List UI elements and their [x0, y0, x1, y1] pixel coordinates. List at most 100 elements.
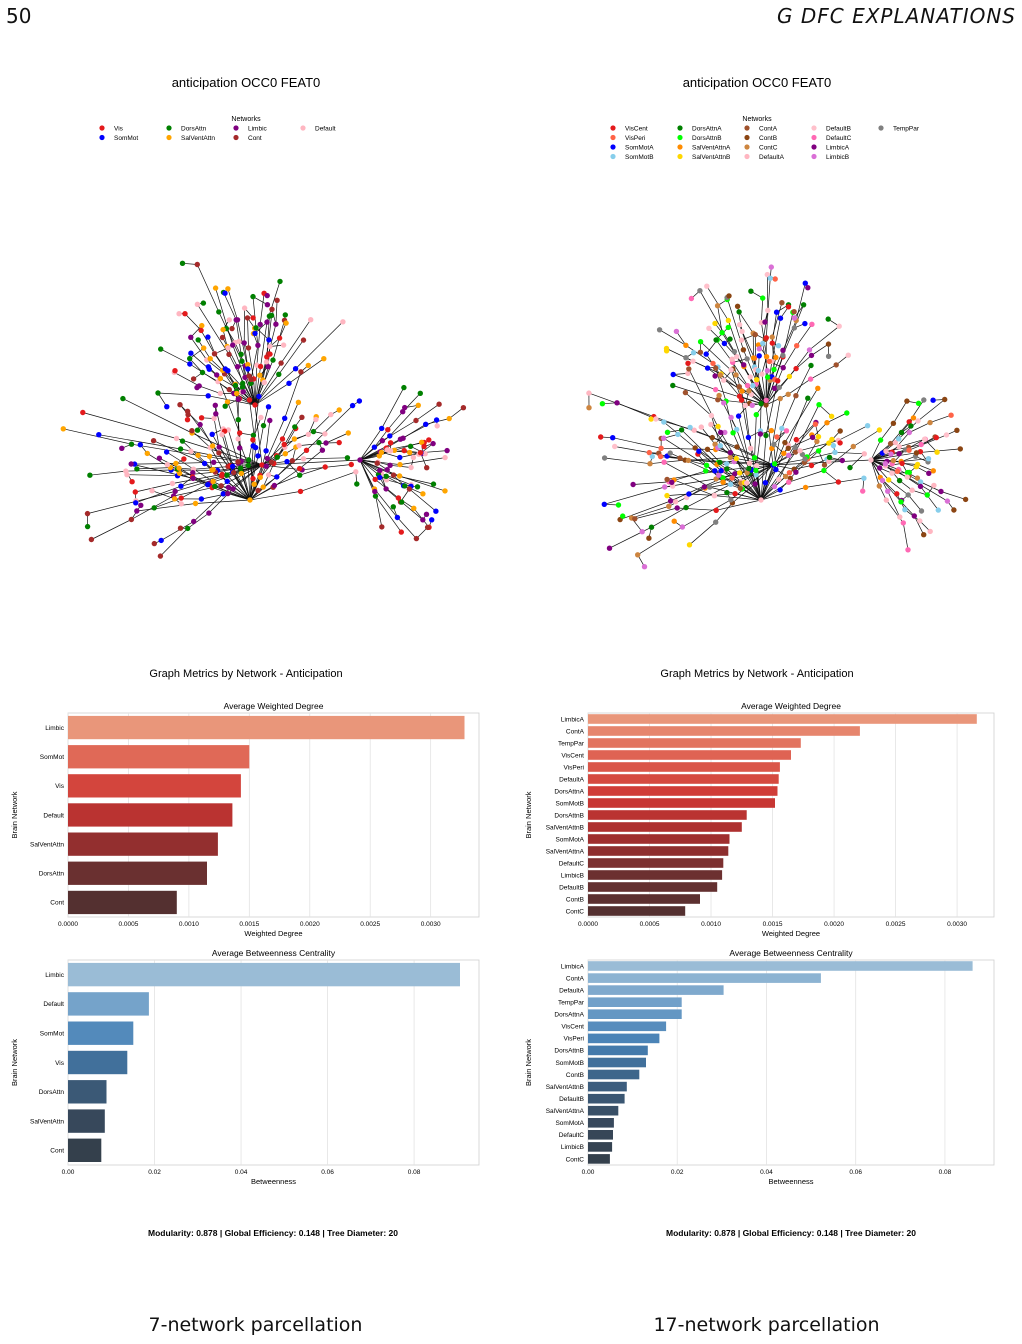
section-title: G DFC EXPLANATIONS [776, 4, 1016, 28]
graph-node [372, 488, 378, 495]
graph-node [753, 472, 759, 478]
legend-marker [99, 134, 105, 141]
graph-node [915, 400, 922, 406]
graph-edge [228, 354, 256, 406]
graph-node [691, 427, 697, 433]
graph-edge [313, 414, 332, 432]
graph-edge [689, 521, 716, 546]
graph-node [877, 465, 883, 471]
graph-node [158, 346, 164, 352]
bar [68, 774, 241, 798]
bar [588, 714, 977, 724]
graph-node [213, 411, 219, 417]
graph-node [357, 457, 363, 463]
bar [68, 861, 207, 885]
graph-node [189, 428, 195, 434]
x-tick-label: 0.0005 [640, 921, 660, 928]
graph-edge [207, 336, 216, 354]
graph-edge [788, 437, 813, 449]
graph-node [173, 460, 179, 467]
graph-edge [908, 434, 947, 451]
graph-node [763, 402, 769, 408]
graph-edge [672, 385, 718, 401]
graph-edge [359, 459, 376, 492]
y-tick-label: Cont [50, 900, 64, 907]
y-tick-label: ContB [566, 896, 584, 903]
graph-node [648, 524, 655, 530]
graph-node [191, 518, 197, 525]
legend-label: SalVentAttnB [692, 154, 730, 161]
graph-edge [732, 362, 748, 386]
x-tick-label: 0.0025 [360, 921, 380, 928]
graph-node [188, 350, 194, 356]
legend-marker [811, 134, 817, 141]
graph-edge [744, 405, 751, 449]
graph-node [444, 447, 450, 454]
graph-node [298, 369, 304, 375]
graph-node [635, 552, 641, 558]
graph-node [703, 462, 710, 468]
graph-node [844, 410, 850, 416]
legend-marker [677, 144, 683, 150]
graph-node [614, 400, 620, 406]
graph-edge [175, 464, 263, 492]
graph-edge [688, 493, 715, 496]
graph-edge [249, 491, 301, 501]
graph-node [734, 426, 740, 433]
graph-edge [157, 392, 168, 407]
graph-node [726, 293, 732, 299]
graph-edge [676, 331, 687, 346]
bar [588, 1021, 667, 1032]
bar [68, 745, 250, 769]
graph-node [177, 402, 183, 408]
graph-node [176, 311, 182, 317]
graph-node [252, 402, 258, 408]
graph-node [658, 445, 664, 451]
graph-edge [788, 470, 825, 483]
graph-edge [714, 495, 762, 501]
graph-edge [260, 322, 268, 367]
graph-edge [401, 501, 424, 521]
graph-node [749, 402, 755, 408]
graph-node [377, 467, 383, 474]
graph-edge [909, 422, 931, 433]
graph-node [399, 499, 405, 505]
graph-node [242, 374, 248, 381]
graph-node [747, 374, 753, 380]
bar [588, 1105, 619, 1116]
bar [68, 1050, 128, 1075]
graph-node [775, 343, 782, 349]
graph-node [281, 441, 287, 448]
graph-node [734, 354, 740, 360]
graph-node [647, 461, 653, 467]
page-number: 50 [6, 4, 32, 28]
graph-edge [190, 450, 213, 471]
graph-node [719, 330, 725, 336]
y-tick-label: DefaultA [559, 776, 585, 783]
graph-edge [209, 358, 223, 371]
graph-edge [276, 426, 296, 458]
graph-node [774, 434, 780, 440]
graph-node [220, 326, 226, 333]
graph-edge [254, 404, 263, 466]
graph-node [214, 372, 220, 378]
graph-node [417, 450, 424, 456]
x-tick-label: 0.0015 [239, 921, 259, 928]
graph-node [748, 288, 754, 294]
graph-edge [807, 451, 836, 460]
graph-edge [870, 459, 894, 461]
graph-node [713, 507, 719, 513]
graph-node [720, 479, 726, 485]
graph-edge [284, 371, 302, 419]
graph-edge [756, 464, 774, 476]
bar [588, 822, 742, 832]
x-axis-label: Betweenness [768, 1177, 813, 1186]
graph-node [630, 481, 636, 488]
graph-node [250, 315, 256, 321]
graph-node [177, 525, 184, 531]
graph-edge [899, 438, 926, 447]
graph-edge [174, 372, 200, 387]
graph-node [805, 395, 811, 401]
graph-node [704, 365, 711, 371]
graph-node [151, 505, 157, 511]
